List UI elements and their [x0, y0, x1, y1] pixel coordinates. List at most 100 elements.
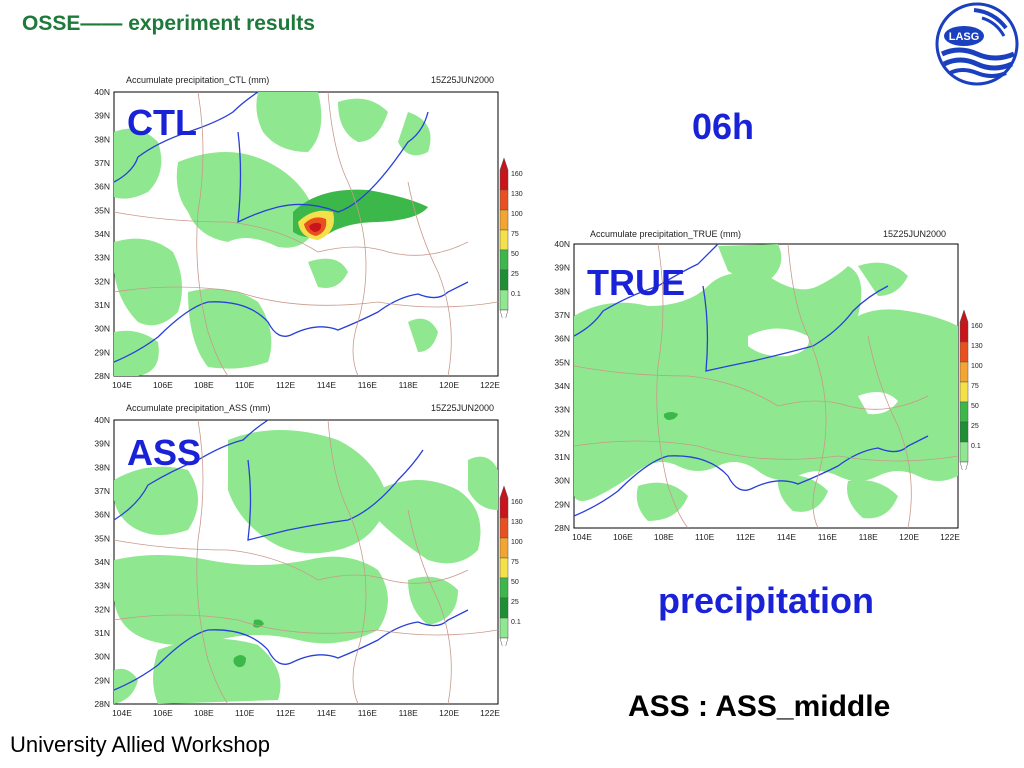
- map-true-province-borders: [573, 243, 959, 529]
- lat-tick-label: 31N: [94, 628, 110, 638]
- lat-tick-label: 40N: [554, 239, 570, 249]
- colorbar-swatch: [499, 497, 509, 519]
- lat-tick-label: 36N: [554, 334, 570, 344]
- colorbar-label: 0.1: [511, 619, 521, 626]
- colorbar-label: 25: [511, 271, 519, 278]
- colorbar-swatch: [499, 189, 509, 211]
- note-ass-middle: ASS : ASS_middle: [628, 690, 891, 723]
- map-ass-province-borders: [113, 419, 499, 705]
- lon-tick-label: 116E: [358, 708, 378, 718]
- lat-tick-label: 29N: [94, 347, 110, 357]
- lat-tick-label: 29N: [94, 675, 110, 685]
- colorbar-label: 130: [511, 191, 523, 198]
- colorbar-swatch: [499, 289, 509, 311]
- colorbar-ass: 160 130 100 75 50 25 0.1: [499, 485, 523, 646]
- lat-tick-label: 33N: [554, 405, 570, 415]
- lat-tick-label: 40N: [94, 415, 110, 425]
- colorbar-label: 50: [511, 251, 519, 258]
- map-true-header-right: 15Z25JUN2000: [883, 229, 946, 239]
- lon-tick-label: 116E: [818, 532, 838, 542]
- map-ass-lat-ticks: 40N 39N 38N 37N 36N 35N 34N 33N 32N 31N 30N 29N 28N: [94, 415, 110, 709]
- lat-tick-label: 36N: [94, 182, 110, 192]
- lat-tick-label: 38N: [554, 286, 570, 296]
- lon-tick-label: 112E: [276, 380, 296, 390]
- colorbar-swatch: [959, 401, 969, 423]
- map-true-rivers: [573, 243, 929, 517]
- slide-title: OSSE—— experiment results: [22, 12, 315, 35]
- lon-tick-label: 114E: [317, 380, 337, 390]
- colorbar-bottom-arrow: [499, 637, 509, 646]
- colorbar-label: 100: [971, 363, 983, 370]
- lat-tick-label: 39N: [94, 439, 110, 449]
- lat-tick-label: 29N: [554, 499, 570, 509]
- lon-tick-label: 106E: [153, 708, 173, 718]
- map-ctl-lon-ticks: 104E 106E 108E 110E 112E 114E 116E 118E 120E 122E: [112, 380, 500, 390]
- lat-tick-label: 28N: [94, 371, 110, 381]
- lat-tick-label: 34N: [94, 557, 110, 567]
- colorbar-label: 25: [971, 423, 979, 430]
- lon-tick-label: 106E: [613, 532, 633, 542]
- label-true: TRUE: [587, 262, 685, 303]
- lon-tick-label: 110E: [235, 380, 255, 390]
- label-precipitation: precipitation: [658, 580, 875, 621]
- lon-tick-label: 114E: [317, 708, 337, 718]
- lat-tick-label: 31N: [554, 452, 570, 462]
- colorbar-swatch: [959, 361, 969, 383]
- colorbar-bottom-arrow: [959, 461, 969, 470]
- lat-tick-label: 30N: [94, 652, 110, 662]
- svg-text:LASG: LASG: [949, 31, 980, 43]
- lon-tick-label: 122E: [480, 708, 500, 718]
- label-ass: ASS: [127, 432, 202, 473]
- lat-tick-label: 39N: [94, 111, 110, 121]
- lat-tick-label: 38N: [94, 134, 110, 144]
- lon-tick-label: 122E: [940, 532, 960, 542]
- map-ass-rain-light: [114, 430, 498, 704]
- map-true: Accumulate precipitation_TRUE (mm) 15Z25…: [554, 229, 960, 542]
- colorbar-swatch: [499, 209, 509, 231]
- map-ctl: Accumulate precipitation_CTL (mm) 15Z25J…: [94, 75, 500, 390]
- colorbar-swatch: [959, 341, 969, 363]
- lat-tick-label: 32N: [554, 428, 570, 438]
- colorbar-label: 130: [511, 519, 523, 526]
- map-ass-rain-medium: [233, 619, 264, 668]
- lat-tick-label: 34N: [94, 229, 110, 239]
- footer: University Allied Workshop: [10, 732, 271, 757]
- lon-tick-label: 112E: [736, 532, 756, 542]
- lon-tick-label: 122E: [480, 380, 500, 390]
- colorbar-true: 160 130 100 75 50 25 0.1: [959, 309, 983, 470]
- colorbar-swatch: [959, 421, 969, 443]
- colorbar-ctl: 160 130 100 75 50 25 0.1: [499, 157, 523, 318]
- lon-tick-label: 118E: [399, 380, 419, 390]
- map-ass: Accumulate precipitation_ASS (mm) 15Z25J…: [94, 403, 500, 718]
- lon-tick-label: 116E: [358, 380, 378, 390]
- colorbar-bottom-arrow: [499, 309, 509, 318]
- map-ctl-header-left: Accumulate precipitation_CTL (mm): [126, 75, 269, 85]
- map-true-rain-medium: [663, 412, 678, 420]
- lon-tick-label: 120E: [439, 380, 459, 390]
- colorbar-label: 160: [971, 323, 983, 330]
- map-ctl-rain-light: [114, 92, 438, 376]
- colorbar-swatch: [499, 249, 509, 271]
- map-ctl-header-right: 15Z25JUN2000: [431, 75, 494, 85]
- colorbar-swatch: [499, 269, 509, 291]
- map-ctl-rain-band: [293, 189, 428, 240]
- lon-tick-label: 118E: [399, 708, 419, 718]
- colorbar-swatch: [959, 441, 969, 463]
- colorbar-label: 50: [511, 579, 519, 586]
- lon-tick-label: 114E: [777, 532, 797, 542]
- colorbar-swatch: [499, 517, 509, 539]
- map-true-lon-ticks: 104E 106E 108E 110E 112E 114E 116E 118E 120E 122E: [572, 532, 960, 542]
- lat-tick-label: 30N: [554, 476, 570, 486]
- lat-tick-label: 33N: [94, 253, 110, 263]
- lat-tick-label: 37N: [94, 158, 110, 168]
- colorbar-label: 160: [511, 499, 523, 506]
- colorbar-label: 75: [511, 559, 519, 566]
- lat-tick-label: 32N: [94, 604, 110, 614]
- colorbar-swatch: [959, 321, 969, 343]
- colorbar-swatch: [499, 229, 509, 251]
- lat-tick-label: 34N: [554, 381, 570, 391]
- lasg-logo: LASG: [935, 2, 1019, 86]
- colorbar-label: 0.1: [971, 443, 981, 450]
- lat-tick-label: 28N: [94, 699, 110, 709]
- lon-tick-label: 118E: [859, 532, 879, 542]
